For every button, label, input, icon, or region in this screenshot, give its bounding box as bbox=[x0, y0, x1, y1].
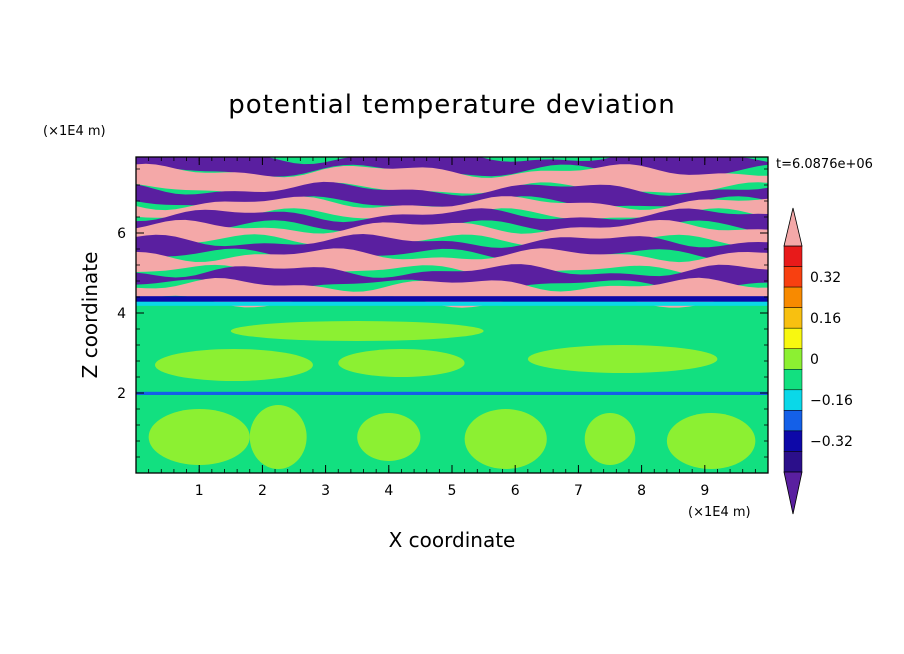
x-tick-label: 1 bbox=[195, 483, 204, 499]
x-tick-label: 6 bbox=[511, 483, 520, 499]
contour-field bbox=[136, 157, 768, 473]
x-axis-label: X coordinate bbox=[389, 528, 516, 552]
x-tick-label: 4 bbox=[384, 483, 393, 499]
x-tick-label: 2 bbox=[258, 483, 267, 499]
x-tick-label: 3 bbox=[321, 483, 330, 499]
y-tick-label: 4 bbox=[117, 306, 126, 322]
layer-line bbox=[136, 391, 768, 395]
field-blob bbox=[249, 405, 307, 469]
x-tick-label: 9 bbox=[700, 483, 709, 499]
colorbar-box bbox=[783, 410, 803, 432]
upper-band bbox=[136, 196, 768, 220]
x-tick-label: 7 bbox=[574, 483, 583, 499]
plot-area: 1 2 3 4 5 6 7 8 9 2 4 6 bbox=[117, 156, 769, 499]
colorbar-box bbox=[783, 327, 803, 349]
colorbar-tick-label: 0 bbox=[810, 352, 819, 368]
boundary-strip bbox=[136, 296, 768, 302]
colorbar-box bbox=[783, 286, 803, 308]
field-blob bbox=[230, 321, 484, 341]
time-label: t=6.0876e+06 bbox=[776, 157, 873, 172]
x-axis: 1 2 3 4 5 6 7 8 9 bbox=[148, 157, 769, 499]
upper-band bbox=[136, 208, 768, 233]
z-unit-label: (×1E4 m) bbox=[43, 124, 106, 139]
field-blob bbox=[148, 409, 250, 465]
field-blob bbox=[666, 413, 756, 469]
colorbar-box bbox=[783, 307, 803, 329]
boundary-cyan bbox=[136, 301, 768, 306]
field-blob bbox=[527, 345, 718, 373]
upper-band bbox=[136, 157, 768, 177]
y-axis: 2 4 6 bbox=[117, 168, 768, 458]
colorbar-extend-bottom bbox=[783, 471, 803, 515]
chart-title: potential temperature deviation bbox=[228, 90, 675, 120]
colorbar-box bbox=[783, 389, 803, 411]
x-tick-label: 5 bbox=[448, 483, 457, 499]
y-tick-label: 6 bbox=[117, 226, 126, 242]
field-blob bbox=[338, 349, 465, 377]
field-blob bbox=[584, 413, 636, 465]
colorbar-box bbox=[783, 451, 803, 473]
field-blob bbox=[464, 409, 547, 469]
field-blob bbox=[154, 349, 313, 381]
colorbar-tick-label: −0.32 bbox=[810, 434, 853, 450]
colorbar-box bbox=[783, 369, 803, 391]
x-tick-label: 8 bbox=[637, 483, 646, 499]
colorbar-box bbox=[783, 266, 803, 288]
colorbar-extend-top bbox=[783, 207, 803, 247]
colorbar-tick-label: 0.32 bbox=[810, 270, 841, 286]
colorbar: 0.32 0.16 0 −0.16 −0.32 bbox=[783, 207, 853, 515]
y-tick-label: 2 bbox=[117, 386, 126, 402]
colorbar-tick-label: −0.16 bbox=[810, 393, 853, 409]
colorbar-box bbox=[783, 245, 803, 267]
upper-band bbox=[136, 264, 768, 292]
x-unit-label: (×1E4 m) bbox=[688, 505, 751, 520]
y-axis-label: Z coordinate bbox=[78, 252, 102, 379]
upper-band bbox=[136, 181, 768, 208]
colorbar-tick-label: 0.16 bbox=[810, 311, 841, 327]
colorbar-box bbox=[783, 430, 803, 452]
colorbar-box bbox=[783, 348, 803, 370]
field-blob bbox=[357, 413, 421, 461]
